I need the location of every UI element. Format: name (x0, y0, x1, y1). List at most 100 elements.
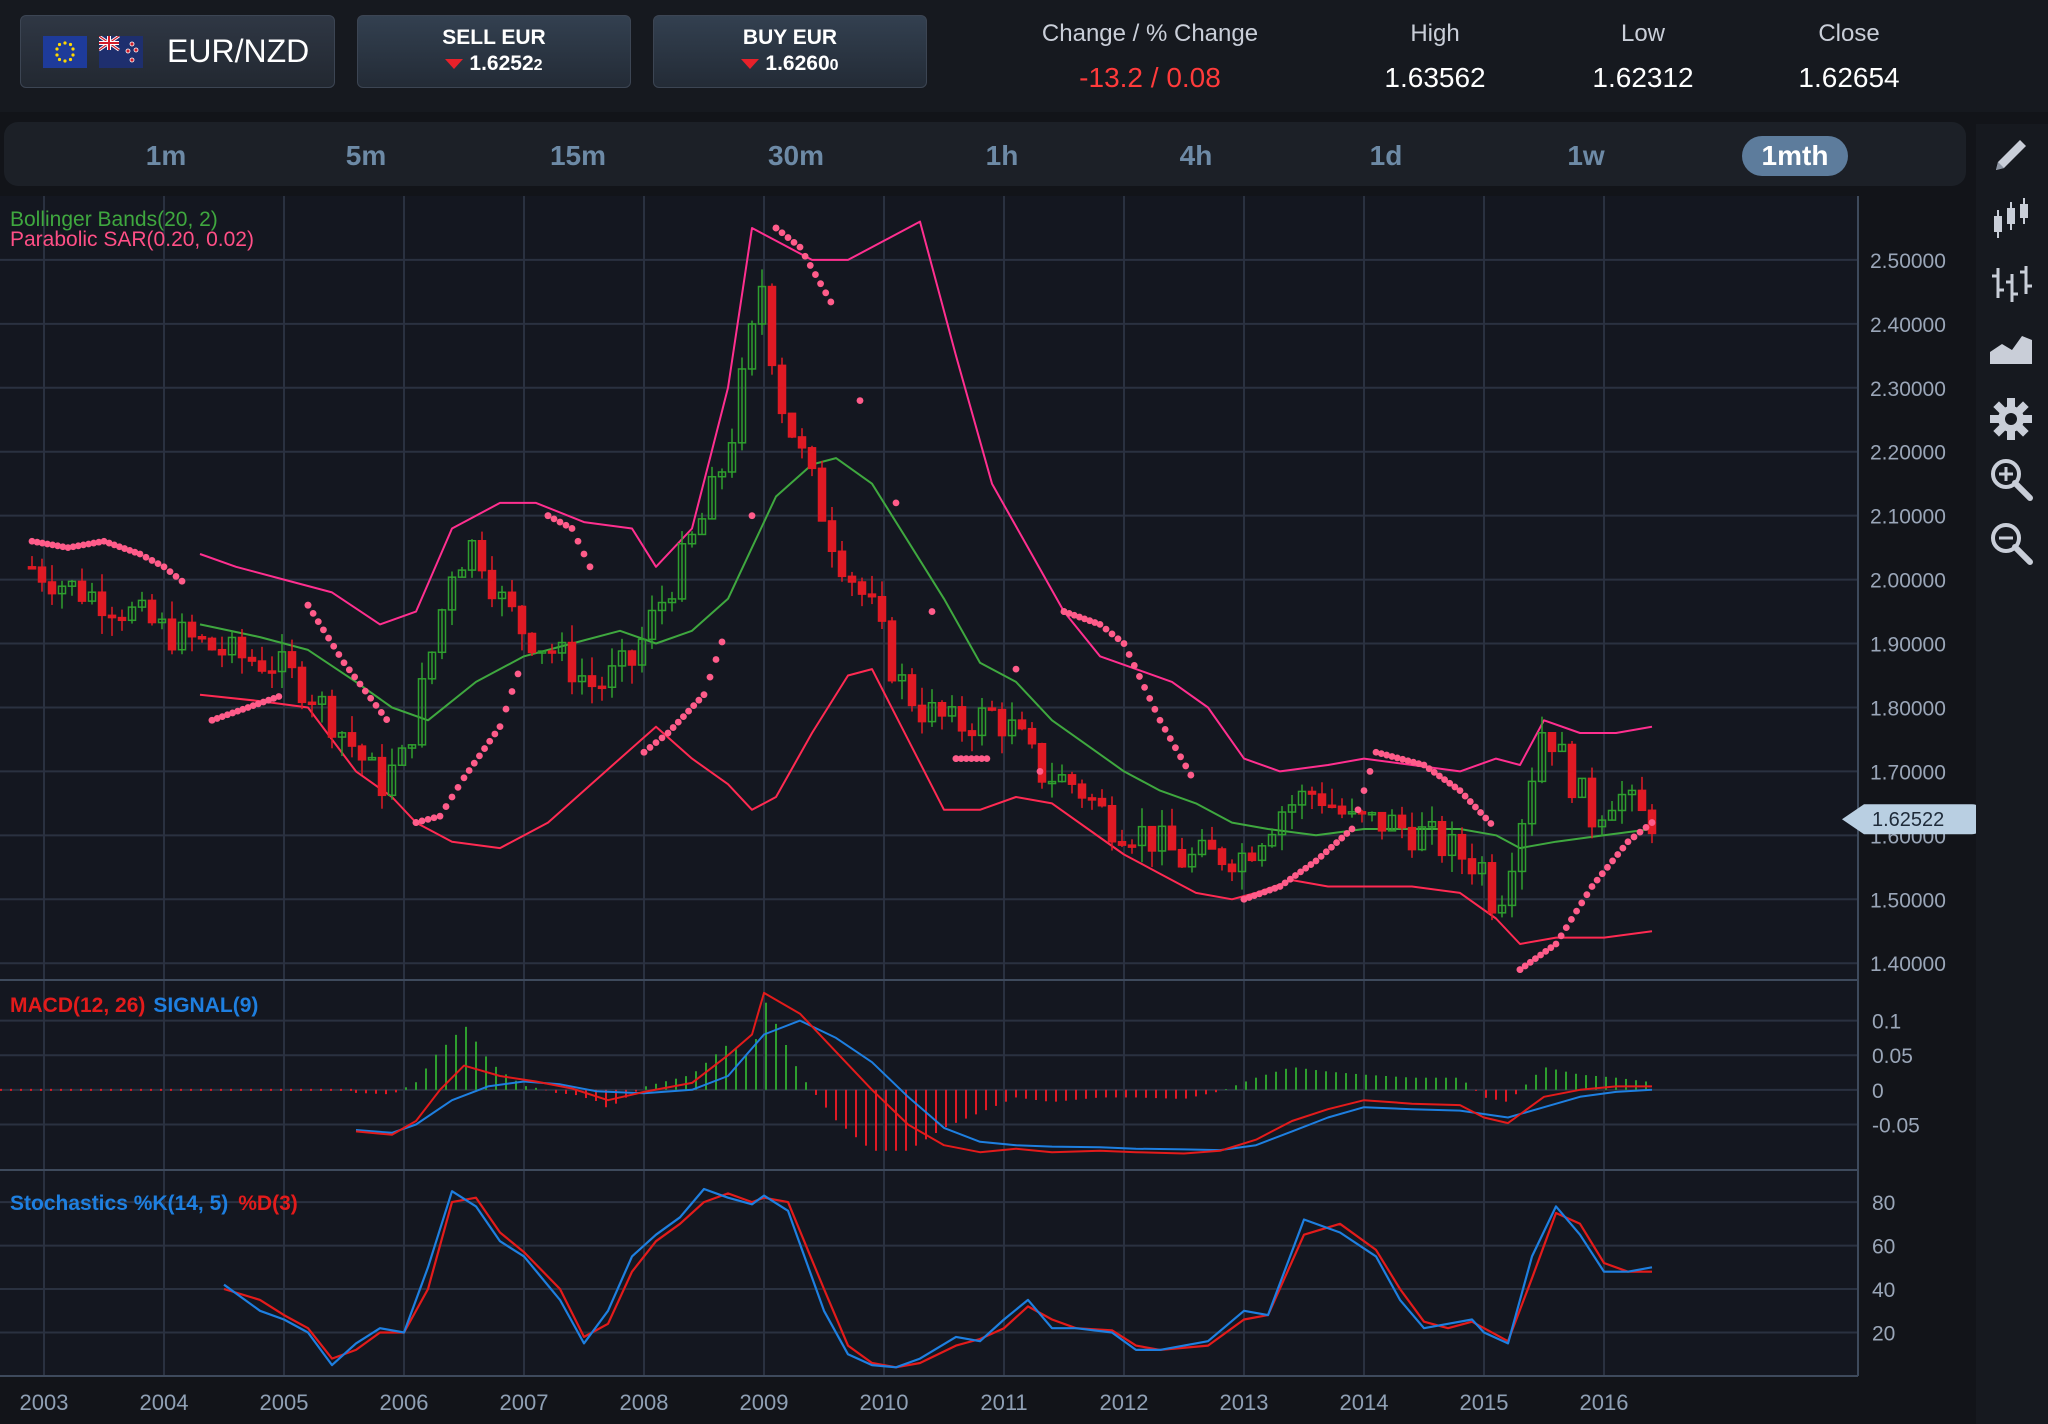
candle-down (867, 593, 877, 598)
sar-dot (556, 518, 564, 526)
candle-down (517, 605, 527, 635)
candle-down (187, 621, 197, 638)
candle-down (1317, 793, 1327, 807)
sar-dot (1393, 754, 1401, 762)
sar-dot (148, 557, 156, 564)
sar-dot (383, 716, 391, 723)
sar-dot (983, 755, 991, 763)
tab-15m[interactable]: 15m (549, 140, 607, 171)
candle-down (1637, 789, 1647, 812)
candle-down (1067, 774, 1077, 785)
x-tick-label: 2013 (1220, 1390, 1269, 1415)
candle-up (757, 285, 767, 325)
tab-1h[interactable]: 1h (985, 140, 1019, 171)
sar-dot (496, 723, 504, 731)
sar-dot (436, 812, 444, 820)
candle-down (257, 660, 267, 672)
candlestick-icon[interactable] (1986, 194, 2036, 244)
pencil-icon[interactable] (1986, 130, 2036, 180)
instrument-selector[interactable]: EUR/NZD (20, 15, 335, 88)
candle-down (1407, 826, 1417, 851)
price-tick-label: 1.90000 (1870, 634, 1946, 657)
sar-dot (957, 755, 965, 763)
tab-5m[interactable]: 5m (345, 140, 387, 171)
candle-down (1247, 852, 1257, 862)
candle-down (1207, 839, 1217, 850)
sar-dot (1630, 833, 1638, 841)
sar-dot (514, 670, 522, 678)
candle-up (1577, 777, 1587, 799)
tab-1w[interactable]: 1w (1567, 140, 1605, 171)
candle-down (817, 467, 827, 522)
sar-dot (1446, 779, 1454, 787)
sar-dot (304, 601, 312, 609)
candle-down (287, 651, 297, 669)
low-label: Low (1620, 20, 1666, 47)
chart-axes: 2003 2004 2005 2006 2007 2008 2009 2010 2011 2012… (20, 250, 1946, 1415)
candle-down (97, 591, 107, 617)
candle-up (177, 621, 187, 651)
candle-up (747, 323, 757, 370)
candle-up (1047, 780, 1057, 785)
tab-1mth[interactable]: 1mth (1742, 136, 1848, 176)
candle-up (467, 540, 477, 571)
area-chart-icon[interactable] (1986, 322, 2036, 372)
sar-dot (680, 713, 687, 721)
sell-price: 1.62522 (358, 52, 630, 76)
x-tick-label: 2014 (1340, 1390, 1389, 1415)
stoch-d-line (223, 1192, 1652, 1369)
upper-band-line (199, 220, 1653, 773)
candle-up (1297, 790, 1307, 806)
sar-dot (562, 521, 570, 529)
candle-up (417, 678, 427, 746)
candle-up (687, 533, 697, 545)
sar-dot (952, 755, 960, 763)
sar-dot (412, 819, 420, 826)
sar-dot (260, 698, 267, 706)
sar-dot (1086, 617, 1094, 625)
candle-down (797, 436, 807, 449)
candle-down (907, 674, 917, 707)
gear-icon[interactable] (1986, 394, 2036, 444)
candle-down (807, 447, 817, 470)
candle-up (277, 651, 287, 673)
candle-down (1327, 804, 1337, 809)
sar-dot (1573, 907, 1580, 915)
sar-dot (1302, 864, 1310, 872)
candle-down (1377, 811, 1387, 832)
tab-1d[interactable]: 1d (1369, 140, 1403, 171)
sar-dot (465, 767, 473, 774)
zoom-out-icon[interactable] (1986, 518, 2036, 568)
legend-macd: MACD(12, 26) SIGNAL(9) (10, 994, 258, 1017)
candle-down (567, 641, 577, 683)
sar-dot (126, 546, 134, 554)
sar-dot (244, 704, 252, 711)
price-chart[interactable]: 2003 2004 2005 2006 2007 2008 2009 2010 2011 2012… (0, 196, 1976, 1424)
sar-dot (1146, 694, 1154, 702)
sar-dot (1182, 762, 1190, 770)
sar-dot (314, 618, 322, 626)
sar-dot (1141, 683, 1148, 691)
sar-dot (1348, 825, 1356, 833)
chart-grid (0, 196, 1859, 1377)
price-tick-label: 1.70000 (1870, 761, 1946, 784)
tab-4h[interactable]: 4h (1179, 140, 1213, 171)
sar-dot (69, 543, 77, 551)
sar-dot (1526, 958, 1534, 966)
ohlc-bars-icon[interactable] (1986, 258, 2036, 308)
candle-up (637, 638, 647, 666)
sar-dot (1161, 725, 1169, 733)
sar-dot (1542, 947, 1550, 955)
sar-dot (928, 608, 936, 615)
candle-down (1487, 862, 1497, 914)
sell-button[interactable]: SELL EUR 1.62522 (357, 15, 631, 88)
sar-dot (695, 696, 703, 704)
buy-button[interactable]: BUY EUR 1.62600 (653, 15, 927, 88)
tab-1m[interactable]: 1m (145, 140, 187, 171)
zoom-in-icon[interactable] (1986, 454, 2036, 504)
x-tick-label: 2016 (1580, 1390, 1629, 1415)
change-stat: Change / % Change -13.2 / 0.08 (1000, 20, 1300, 94)
lower-band-line (199, 668, 1653, 945)
tab-30m[interactable]: 30m (767, 140, 825, 171)
sar-dot (1070, 611, 1078, 619)
